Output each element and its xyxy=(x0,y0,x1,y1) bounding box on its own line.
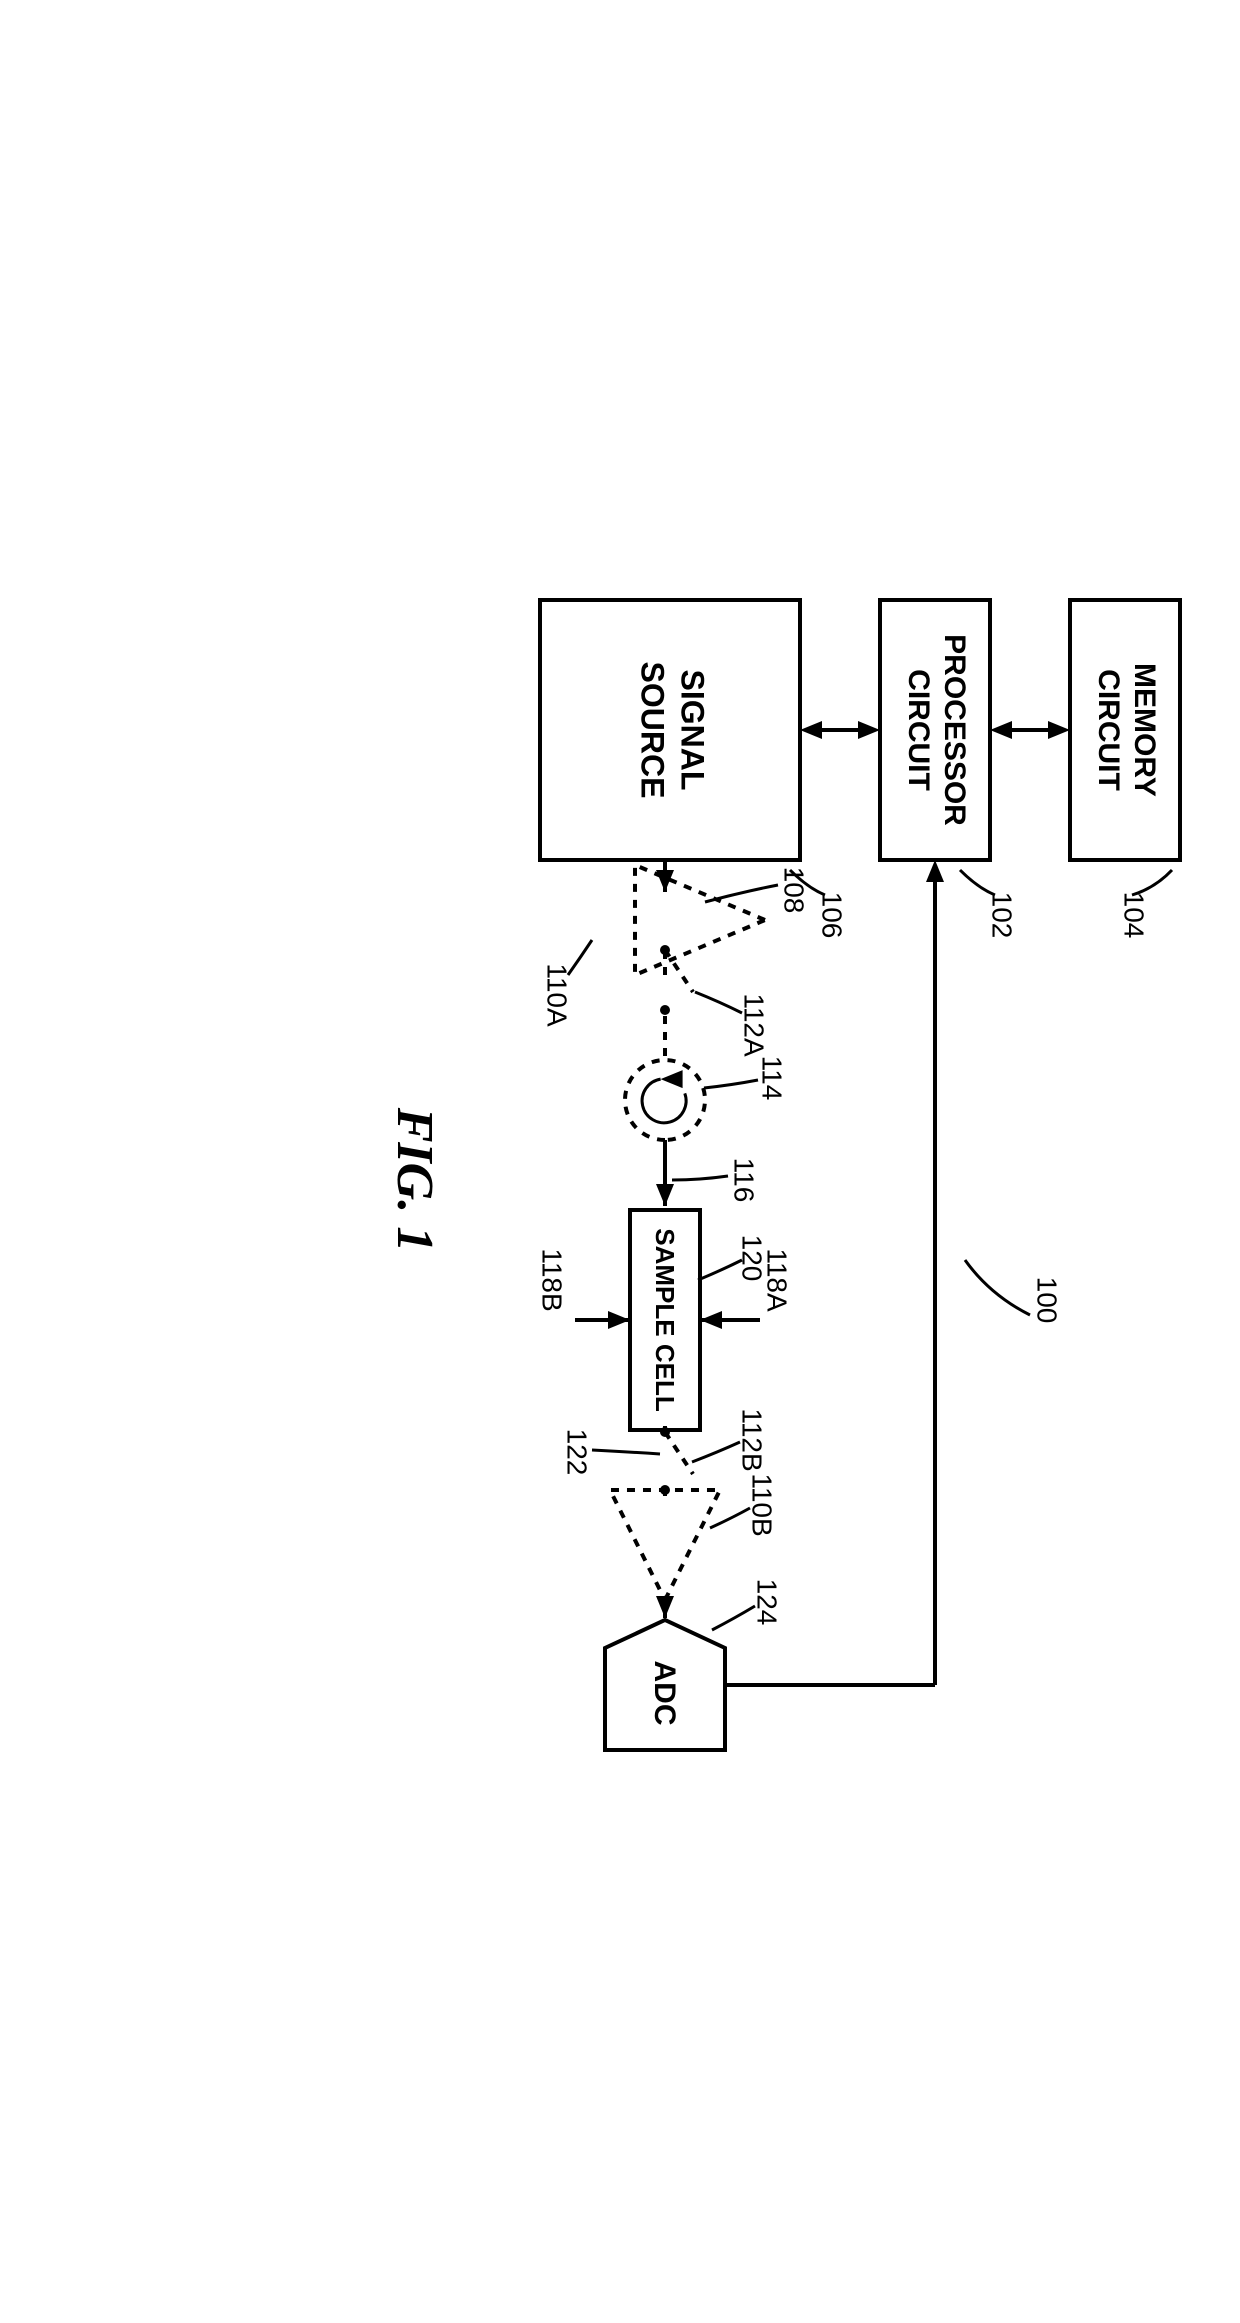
svg-text:118B: 118B xyxy=(537,1248,568,1311)
svg-text:SIGNAL: SIGNAL xyxy=(675,670,711,791)
svg-text:MEMORY: MEMORY xyxy=(1128,663,1161,797)
signal-paths xyxy=(575,721,1070,1685)
svg-text:110B: 110B xyxy=(747,1473,778,1536)
sample-cell-block: SAMPLE CELL xyxy=(630,1210,700,1430)
svg-text:122: 122 xyxy=(562,1429,593,1476)
svg-text:100: 100 xyxy=(1032,1277,1063,1324)
switch-b-icon xyxy=(660,1427,693,1495)
adc-block: ADC xyxy=(605,1620,725,1750)
svg-text:124: 124 xyxy=(752,1579,783,1626)
circulator-icon xyxy=(625,1060,705,1140)
figure-caption: FIG. 1 xyxy=(386,1107,443,1252)
amplifier-b-icon xyxy=(610,1490,720,1600)
svg-text:ADC: ADC xyxy=(648,1661,681,1726)
svg-text:110A: 110A xyxy=(542,963,573,1027)
amplifier-a-icon xyxy=(635,865,765,975)
signal-source-block: SIGNAL SOURCE xyxy=(540,600,800,860)
svg-text:CIRCUIT: CIRCUIT xyxy=(902,669,935,791)
svg-text:116: 116 xyxy=(729,1158,760,1203)
svg-text:108: 108 xyxy=(779,867,810,914)
svg-text:112A: 112A xyxy=(739,993,770,1057)
svg-text:SAMPLE CELL: SAMPLE CELL xyxy=(650,1228,680,1412)
svg-text:106: 106 xyxy=(817,892,848,939)
svg-text:120: 120 xyxy=(737,1235,768,1282)
svg-text:CIRCUIT: CIRCUIT xyxy=(1092,669,1125,791)
svg-text:102: 102 xyxy=(987,892,1018,939)
svg-text:SOURCE: SOURCE xyxy=(635,662,671,799)
processor-circuit-block: PROCESSOR CIRCUIT xyxy=(880,600,990,860)
memory-circuit-block: MEMORY CIRCUIT xyxy=(1070,600,1180,860)
svg-text:114: 114 xyxy=(757,1056,788,1101)
svg-text:PROCESSOR: PROCESSOR xyxy=(938,634,971,826)
svg-text:112B: 112B xyxy=(737,1408,768,1471)
svg-text:104: 104 xyxy=(1119,892,1150,939)
